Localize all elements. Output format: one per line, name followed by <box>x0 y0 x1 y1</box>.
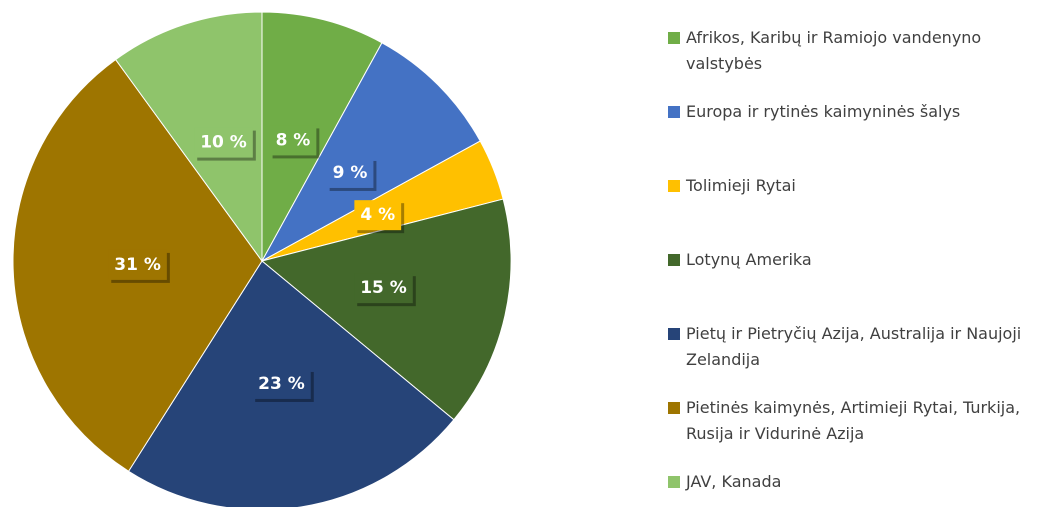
legend-label: Afrikos, Karibų ir Ramiojo vandenyno val… <box>686 28 982 73</box>
legend-label: JAV, Kanada <box>686 472 782 491</box>
legend-item: Afrikos, Karibų ir Ramiojo vandenyno val… <box>668 25 1048 77</box>
data-label-box <box>269 125 317 156</box>
legend-swatch <box>668 328 680 340</box>
legend-item: Europa ir rytinės kaimyninės šalys <box>668 99 1048 125</box>
data-label-box <box>194 127 253 158</box>
legend-item: JAV, Kanada <box>668 469 1048 495</box>
legend-swatch <box>668 32 680 44</box>
legend-swatch <box>668 180 680 192</box>
pie-slice <box>261 11 383 262</box>
legend-swatch <box>668 476 680 488</box>
legend-label: Europa ir rytinės kaimyninės šalys <box>686 102 961 121</box>
legend-item: Pietų ir Pietryčių Azija, Australija ir … <box>668 321 1048 373</box>
data-label-box <box>108 249 167 280</box>
legend-swatch <box>668 106 680 118</box>
data-label-box <box>354 273 413 304</box>
data-label-box <box>354 200 402 231</box>
pie-area: 8 % 9 % 4 % 15 % 23 % 31 % 10 % <box>12 11 512 507</box>
data-label: 9 % <box>333 163 368 183</box>
legend-item: Lotynų Amerika <box>668 247 1048 273</box>
legend-swatch <box>668 254 680 266</box>
data-label: 31 % <box>114 255 161 275</box>
legend-swatch <box>668 402 680 414</box>
pie-slice <box>260 42 481 263</box>
data-label: 8 % <box>276 130 311 150</box>
data-label-box <box>326 157 374 188</box>
pie-slice <box>114 11 263 263</box>
data-label: 15 % <box>360 278 407 298</box>
data-label-box <box>252 368 311 399</box>
legend-item: Tolimieji Rytai <box>668 173 1048 199</box>
data-label: 23 % <box>258 374 305 394</box>
legend-label: Tolimieji Rytai <box>686 176 796 195</box>
legend-item: Pietinės kaimynės, Artimieji Rytai, Turk… <box>668 395 1048 447</box>
data-label: 4 % <box>360 205 395 225</box>
pie-slice <box>260 198 512 421</box>
legend-label: Pietinės kaimynės, Artimieji Rytai, Turk… <box>686 398 1021 443</box>
data-label: 10 % <box>200 133 247 153</box>
legend-label: Lotynų Amerika <box>686 250 812 269</box>
legend-label: Pietų ir Pietryčių Azija, Australija ir … <box>686 324 1022 369</box>
